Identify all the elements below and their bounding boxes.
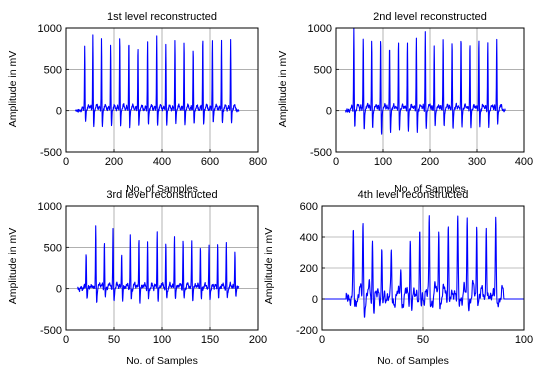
x-tick-label: 0 [333,156,339,168]
signal-trace [321,215,525,318]
x-tick-label: 150 [201,334,219,346]
subplot-title: 3rd level reconstructed [106,189,217,201]
x-tick-label: 400 [515,156,533,168]
x-tick-label: 100 [153,334,171,346]
y-tick-label: 0 [312,294,318,306]
y-tick-label: -500 [40,325,62,337]
x-tick-label: 300 [468,156,486,168]
x-axis-label: No. of Samples [377,355,449,367]
subplot-title: 4th level reconstructed [358,189,469,201]
x-tick-label: 100 [374,156,392,168]
signal-line [77,225,240,304]
signal-trace [77,225,240,304]
y-axis-label: Amplitude in mV [277,51,289,127]
subplot-4th-level: 4th level reconstructed 0 50 100-200020040… [263,189,533,367]
y-tick-label: 1000 [38,23,62,35]
y-tick-label: 500 [44,64,62,76]
x-tick-label: 200 [421,156,439,168]
x-tick-label: 50 [108,334,120,346]
x-tick-label: 100 [515,334,533,346]
x-axis-label: No. of Samples [394,183,466,195]
signal-line [345,27,506,135]
x-tick-label: 400 [153,156,171,168]
y-axis-label: Amplitude in mV [7,51,19,127]
signal-line [75,34,240,129]
subplot-title: 2nd level reconstructed [373,11,487,23]
y-tick-label: 200 [300,263,318,275]
signal-trace [75,34,240,129]
y-tick-label: 1000 [38,201,62,213]
y-tick-label: 0 [56,106,62,118]
subplot-2nd-level: 2nd level reconstructed 0 100 200 300 400 -50… [277,11,533,195]
x-tick-label: 200 [249,334,267,346]
subplot-1st-level: 1st level reconstructed 0 200 400 600 800 -50… [7,11,267,195]
x-tick-label: 0 [63,334,69,346]
x-tick-label: 50 [417,334,429,346]
x-axis-label: No. of Samples [126,183,198,195]
x-tick-label: 0 [63,156,69,168]
y-tick-label: -200 [296,325,318,337]
gridlines [65,27,259,153]
x-tick-label: 0 [319,334,325,346]
subplot-3rd-level: 3rd level reconstructed 0 50 100 150 200 -500… [7,189,267,367]
x-tick-label: 600 [201,156,219,168]
x-tick-label: 200 [105,156,123,168]
signal-trace [345,27,506,135]
x-tick-label: 800 [249,156,267,168]
signal-line [321,215,525,318]
y-tick-label: -500 [310,147,332,159]
y-tick-label: 500 [44,242,62,254]
y-tick-label: -500 [40,147,62,159]
y-tick-label: 500 [314,64,332,76]
x-axis-label: No. of Samples [126,355,198,367]
y-tick-label: 0 [56,284,62,296]
y-axis-label: Amplitude in mV [263,228,275,304]
y-axis-label: Amplitude in mV [7,228,19,304]
y-tick-label: 1000 [308,23,332,35]
subplot-title: 1st level reconstructed [107,11,217,23]
y-tick-label: 400 [300,232,318,244]
y-tick-label: 0 [326,106,332,118]
y-tick-label: 600 [300,201,318,213]
